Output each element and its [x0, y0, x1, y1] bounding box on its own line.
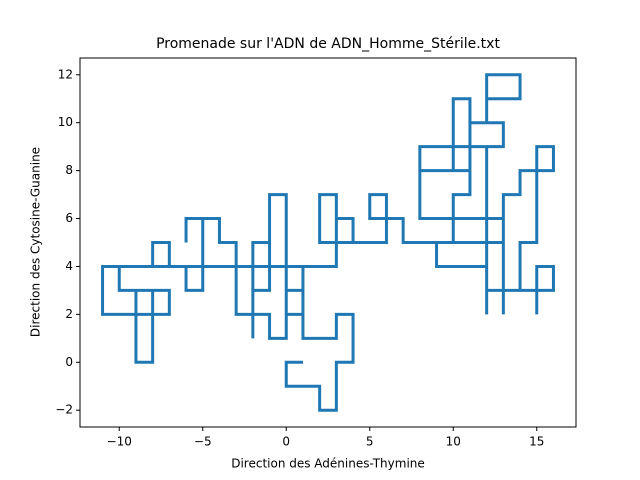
- x-tick-label: 10: [446, 435, 461, 449]
- y-tick-label: 6: [65, 211, 73, 225]
- y-tick-label: 10: [58, 115, 73, 129]
- x-tick-label: −10: [107, 435, 132, 449]
- x-tick-label: 0: [282, 435, 290, 449]
- x-axis-label: Direction des Adénines-Thymine: [231, 457, 425, 471]
- y-tick-label: 0: [65, 355, 73, 369]
- x-tick-label: 5: [366, 435, 374, 449]
- chart-title: Promenade sur l'ADN de ADN_Homme_Stérile…: [156, 36, 500, 52]
- y-tick-label: −2: [55, 403, 73, 417]
- y-tick-label: 2: [65, 307, 73, 321]
- walk-line: [101, 73, 555, 412]
- x-tick-label: −5: [194, 435, 212, 449]
- y-tick-label: 8: [65, 163, 73, 177]
- y-tick-label: 4: [65, 259, 73, 273]
- x-tick-label: 15: [529, 435, 544, 449]
- y-tick-label: 12: [58, 67, 73, 81]
- y-axis-label: Direction des Cytosine-Guanine: [29, 147, 43, 337]
- plot-frame: [79, 57, 577, 428]
